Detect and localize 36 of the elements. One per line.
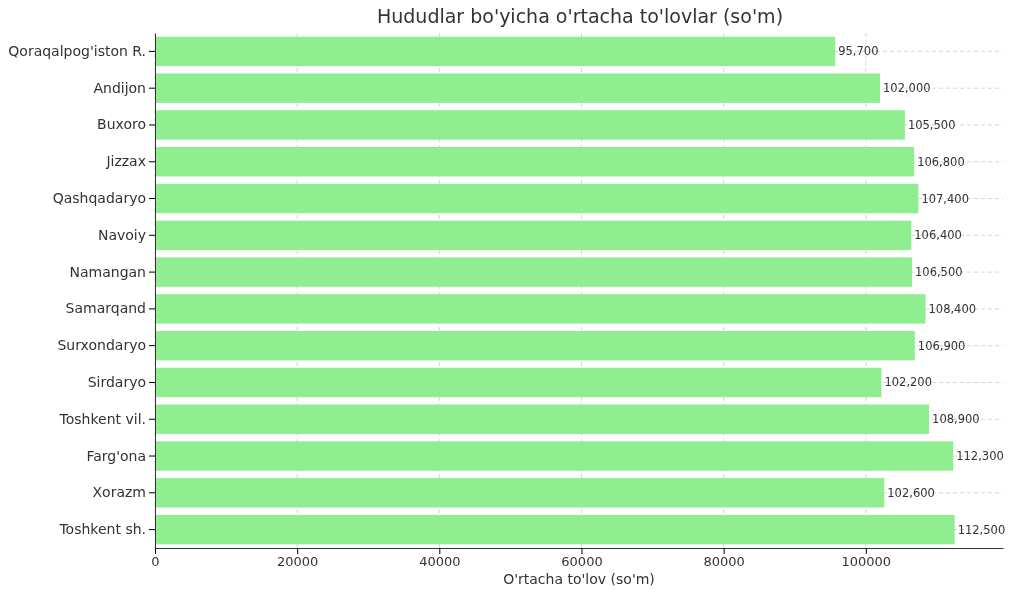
data-label: 102,600	[887, 485, 935, 500]
data-label: 106,800	[917, 154, 965, 169]
data-label: 108,400	[928, 301, 977, 316]
y-tick-label: Namangan	[69, 263, 146, 280]
y-tick-label: Surxondaryo	[57, 337, 146, 354]
x-tick-label: 0	[151, 554, 160, 570]
data-label: 102,200	[884, 375, 933, 390]
data-label: 107,400	[921, 191, 969, 206]
y-tick-label: Navoiy	[97, 226, 146, 243]
x-tick-label: 100000	[841, 554, 892, 570]
y-tick-label: Toshkent vil.	[58, 410, 146, 427]
y-tick-label: Xorazm	[92, 484, 146, 501]
data-label: 106,500	[915, 265, 963, 280]
data-label: 106,900	[917, 338, 966, 353]
chart-title: Hududlar bo'yicha o'rtacha to'lovlar (so'm)	[376, 5, 784, 27]
y-tick-label: Andijon	[93, 79, 146, 96]
y-tick-label: Sirdaryo	[87, 373, 146, 390]
y-tick-label: Samarqand	[65, 300, 146, 317]
x-tick-label: 40000	[419, 554, 461, 570]
y-tick-label: Buxoro	[97, 116, 146, 133]
x-tick-label: 80000	[703, 554, 745, 570]
x-axis-title: O'rtacha to'lov (so'm)	[503, 571, 655, 587]
y-tick-label: Jizzax	[105, 153, 146, 170]
y-tick-label: Qashqadaryo	[52, 190, 146, 207]
y-tick-label: Farg'ona	[86, 447, 146, 464]
data-label: 108,900	[932, 412, 980, 427]
data-label: 95,700	[838, 44, 879, 59]
data-label: 112,500	[957, 522, 1006, 537]
x-tick-label: 60000	[561, 554, 603, 570]
data-label: 112,300	[956, 449, 1004, 464]
data-label: 102,000	[883, 81, 931, 96]
data-label: 106,400	[914, 228, 962, 243]
data-label: 105,500	[907, 117, 956, 132]
y-tick-label: Qoraqalpog'iston R.	[8, 42, 146, 59]
y-tick-label: Toshkent sh.	[58, 521, 146, 538]
x-tick-label: 20000	[276, 554, 319, 570]
